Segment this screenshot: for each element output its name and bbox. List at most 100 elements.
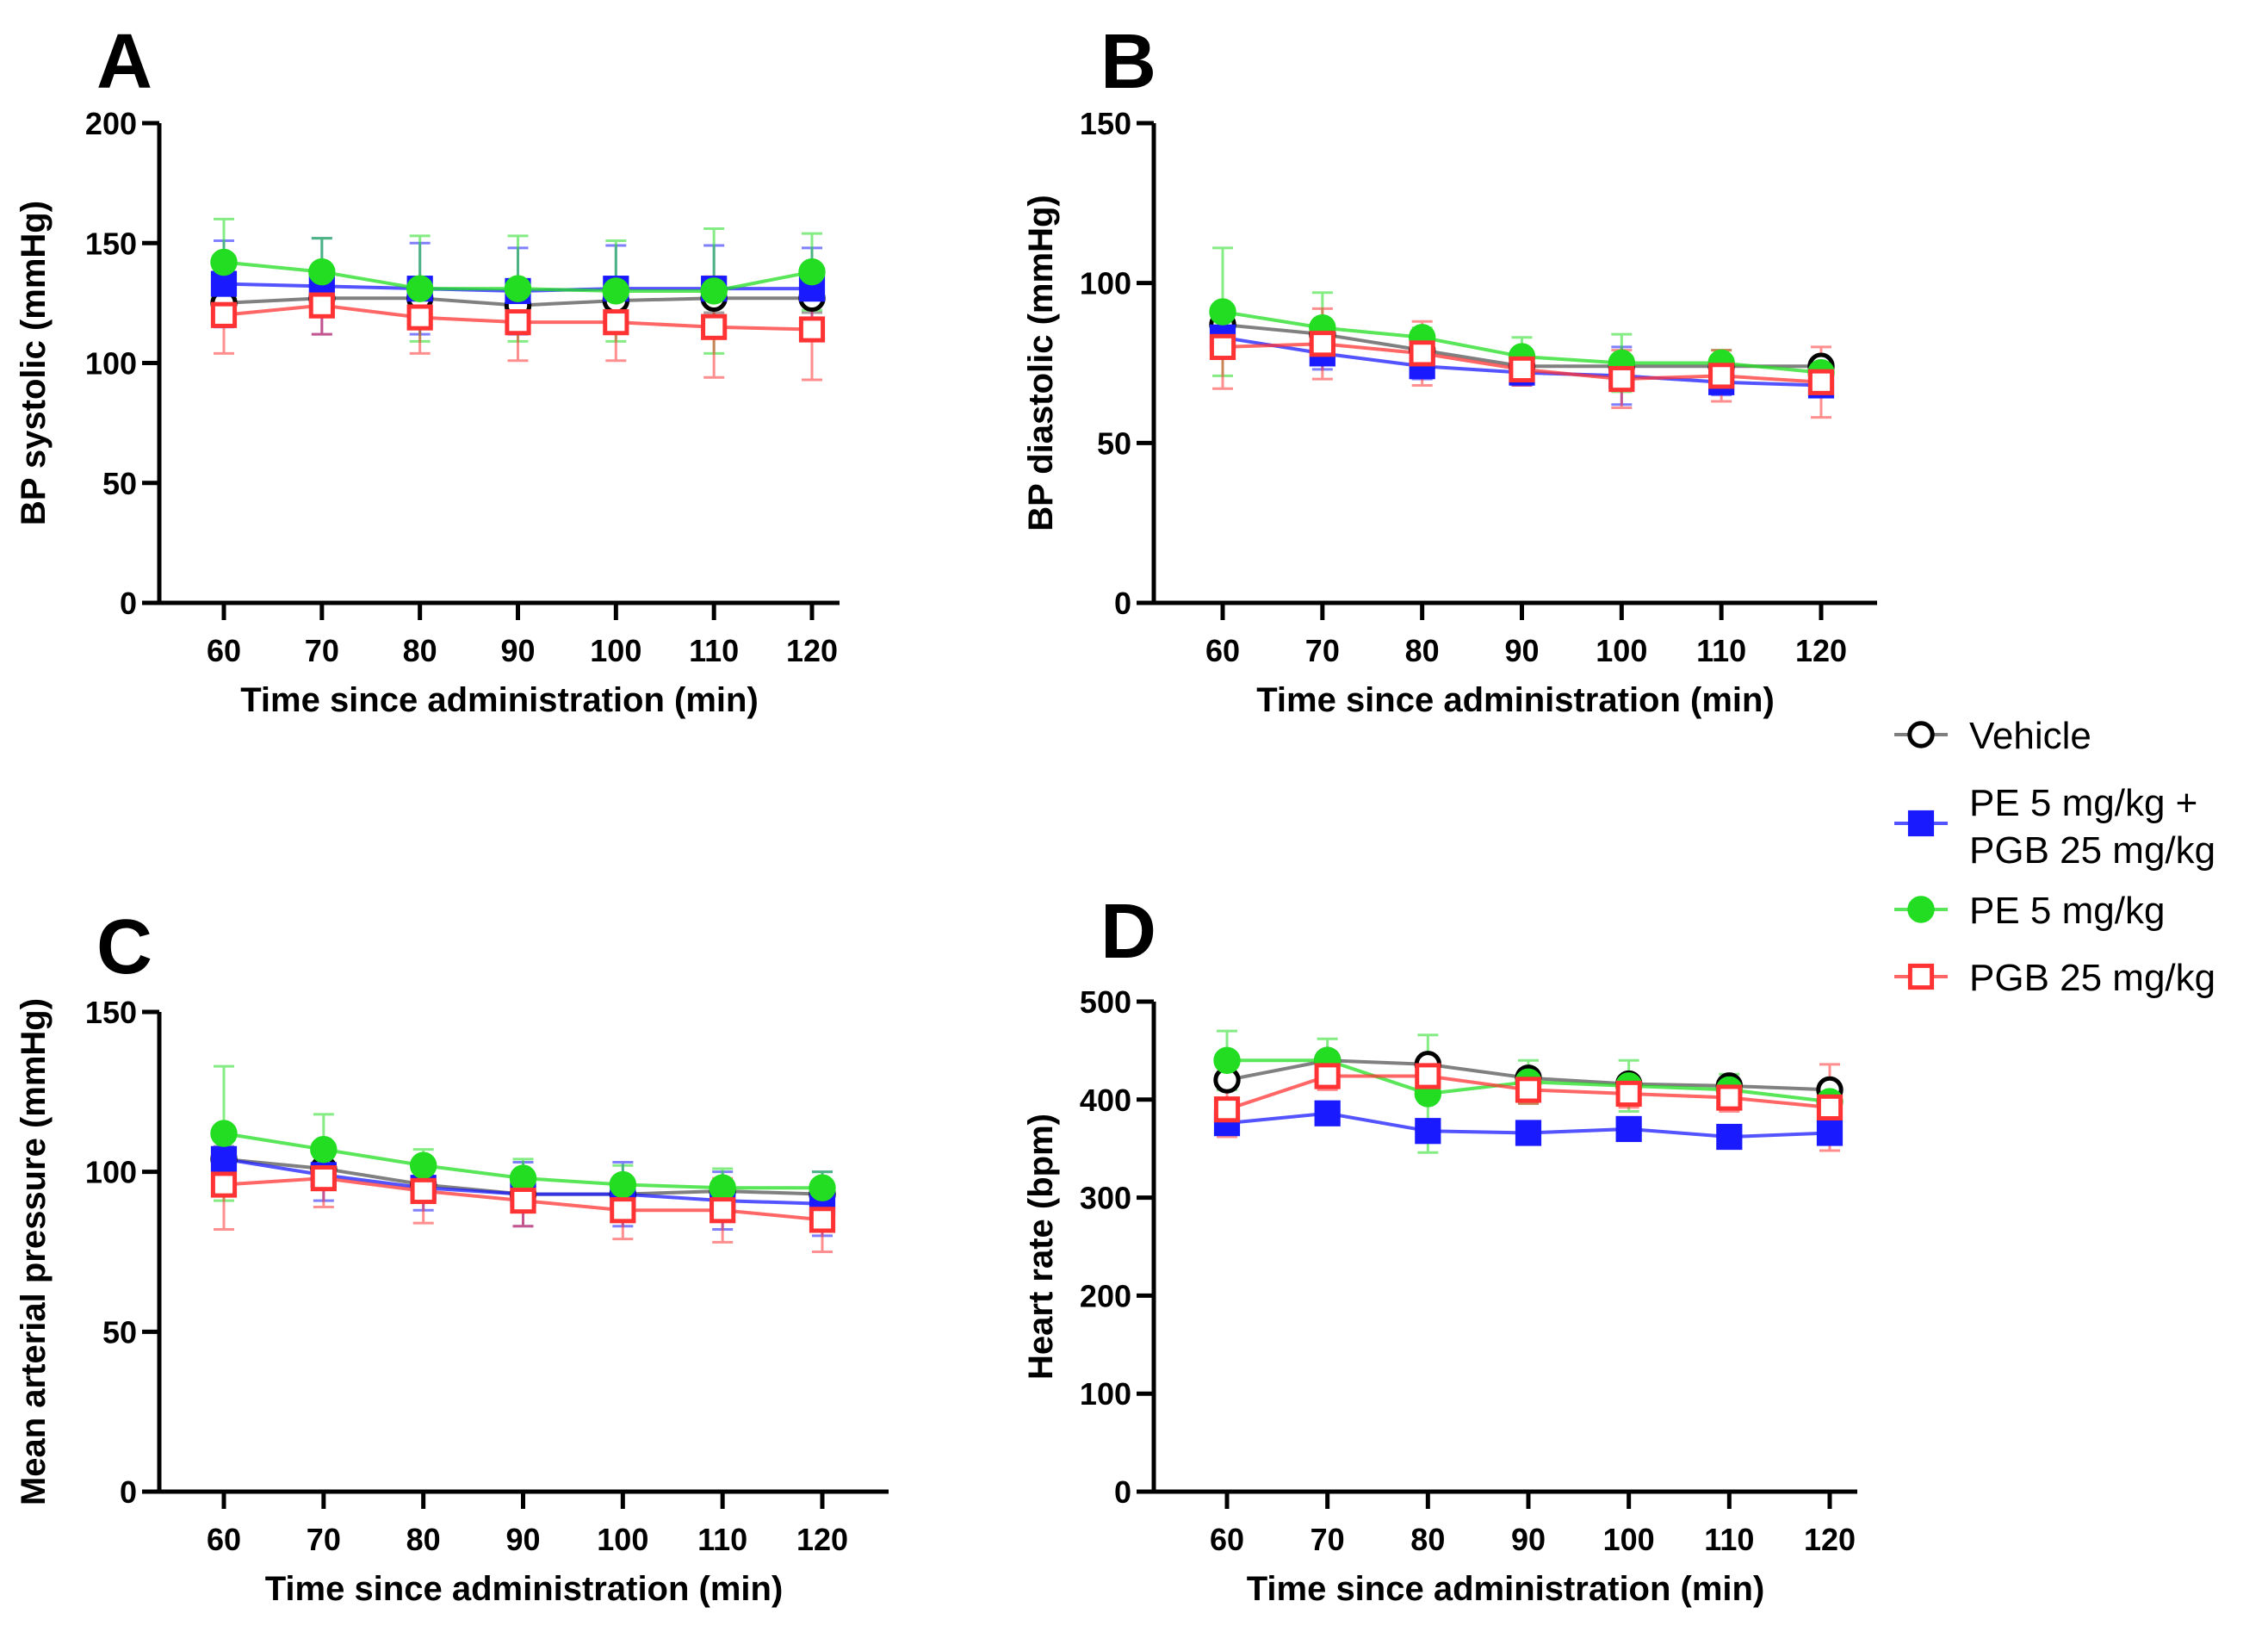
x-tick-label: 110 — [689, 633, 739, 668]
x-tick-label: 60 — [1210, 1522, 1244, 1557]
data-point — [1415, 1063, 1441, 1089]
x-tick-label: 110 — [1704, 1522, 1754, 1557]
y-tick-label: 0 — [120, 586, 137, 621]
data-point — [710, 1197, 736, 1224]
x-tick-label: 110 — [697, 1522, 747, 1557]
data-point — [1816, 1094, 1844, 1121]
markers-pe_pgb — [1213, 1100, 1844, 1151]
legend-marker — [1907, 963, 1935, 990]
y-tick-label: 50 — [102, 1314, 137, 1350]
x-tick-label: 90 — [1511, 1522, 1546, 1557]
x-tick-label: 90 — [500, 633, 535, 668]
y-tick-label: 300 — [1080, 1181, 1131, 1216]
data-point — [610, 1197, 636, 1224]
data-point — [1807, 369, 1835, 395]
y-tick-label: 0 — [1114, 586, 1131, 621]
x-tick-label: 70 — [305, 633, 339, 668]
legend-marker — [1907, 810, 1935, 837]
data-point — [406, 304, 433, 331]
data-point — [310, 1164, 337, 1192]
data-point — [1213, 1096, 1241, 1123]
x-tick-label: 80 — [406, 1522, 441, 1557]
data-point — [308, 258, 336, 286]
x-tick-label: 100 — [1603, 1522, 1655, 1557]
data-point — [1309, 331, 1335, 357]
data-point — [701, 313, 728, 340]
x-tick-label: 100 — [597, 1522, 648, 1557]
y-tick-label: 500 — [1080, 984, 1131, 1020]
y-tick-label: 200 — [1080, 1278, 1131, 1313]
x-tick-label: 60 — [207, 633, 241, 668]
chart-panel-a: A 0 50 100 150 200 60 70 80 90 100 110 120 Time since… — [15, 19, 840, 719]
y-axis-title: Heart rate (bpm) — [1022, 1114, 1060, 1380]
x-tick-label: 100 — [590, 633, 641, 668]
legend-label: PE 5 mg/kg + — [1969, 782, 2197, 824]
x-tick-label: 120 — [1795, 633, 1847, 668]
legend-marker — [1907, 721, 1935, 748]
data-point — [1515, 1120, 1542, 1146]
x-tick-label: 120 — [786, 633, 838, 668]
x-tick-label: 80 — [1410, 1522, 1445, 1557]
data-point — [210, 1171, 238, 1198]
y-tick-label: 400 — [1080, 1083, 1131, 1118]
legend-label: PE 5 mg/kg — [1969, 890, 2165, 932]
markers-pgb — [210, 1164, 836, 1233]
data-point — [409, 1151, 437, 1179]
panel-letter: D — [1100, 889, 1156, 975]
y-tick-label: 100 — [85, 346, 137, 382]
legend-marker — [1907, 896, 1935, 923]
data-point — [809, 1207, 836, 1233]
x-tick-label: 90 — [1504, 633, 1539, 668]
y-tick-label: 200 — [85, 106, 137, 141]
x-tick-label: 90 — [505, 1522, 540, 1557]
markers-pgb — [1209, 331, 1835, 395]
data-point — [700, 277, 728, 305]
data-point — [308, 292, 335, 319]
data-point — [1509, 356, 1535, 383]
markers-pgb — [210, 292, 826, 343]
data-point — [210, 248, 238, 276]
panel-letter: B — [1100, 19, 1156, 105]
chart-panel-c: C 0 50 100 150 60 70 80 90 100 110 120 Time since ad… — [15, 904, 889, 1608]
data-point — [798, 258, 826, 286]
data-point — [406, 275, 434, 302]
x-axis-title: Time since administration (min) — [265, 1570, 784, 1608]
data-point — [1209, 333, 1236, 361]
data-point — [1314, 1063, 1341, 1089]
y-tick-label: 100 — [1080, 266, 1131, 301]
legend-item-vehicle: Vehicle — [1894, 715, 2091, 757]
chart-panel-b: B 0 50 100 150 60 70 80 90 100 110 120 Time since ad… — [1022, 19, 1877, 719]
data-point — [210, 301, 238, 328]
data-point — [505, 309, 531, 336]
data-point — [1615, 1080, 1642, 1108]
y-axis-title: BP diastolic (mmHg) — [1022, 195, 1060, 531]
x-tick-label: 70 — [307, 1522, 341, 1557]
data-point — [602, 277, 630, 305]
data-point — [510, 1187, 536, 1214]
data-point — [1314, 1100, 1341, 1126]
markers-pe — [210, 248, 826, 305]
x-tick-label: 110 — [1696, 633, 1746, 668]
y-tick-label: 150 — [1080, 106, 1131, 141]
x-tick-label: 70 — [1311, 1522, 1345, 1557]
x-axis-title: Time since administration (min) — [1247, 1570, 1765, 1608]
data-point — [210, 1120, 238, 1147]
x-tick-label: 60 — [207, 1522, 241, 1557]
data-point — [709, 1174, 736, 1201]
data-point — [310, 1135, 338, 1164]
data-point — [1409, 340, 1435, 367]
data-point — [1708, 363, 1735, 389]
data-point — [1716, 1084, 1743, 1111]
data-point — [809, 1174, 836, 1201]
x-tick-label: 120 — [1804, 1522, 1856, 1557]
markers-pgb — [1213, 1063, 1844, 1123]
data-point — [609, 1170, 637, 1199]
data-point — [410, 1177, 437, 1205]
x-tick-label: 80 — [1405, 633, 1440, 668]
data-point — [1515, 1077, 1542, 1103]
data-point — [1209, 298, 1236, 326]
x-tick-label: 70 — [1305, 633, 1340, 668]
data-point — [1213, 1046, 1241, 1074]
